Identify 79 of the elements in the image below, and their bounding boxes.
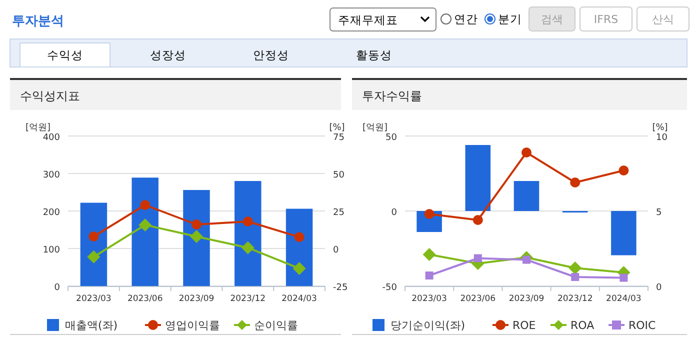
point bbox=[522, 148, 532, 158]
y-tick-label: 50 bbox=[386, 133, 398, 143]
bar bbox=[514, 181, 540, 211]
y2-tick-label: 75 bbox=[333, 133, 344, 143]
bar bbox=[234, 181, 262, 286]
x-tick-label: 2023/06 bbox=[460, 294, 496, 304]
point bbox=[190, 230, 203, 243]
point bbox=[425, 272, 434, 280]
x-tick-label: 2023/03 bbox=[412, 294, 447, 304]
x-tick-label: 2023/09 bbox=[178, 294, 214, 304]
point bbox=[472, 215, 483, 225]
point bbox=[568, 262, 582, 274]
point bbox=[424, 209, 434, 219]
bar bbox=[80, 202, 108, 286]
bar bbox=[465, 145, 491, 211]
y-axis-title: [억원] bbox=[362, 123, 388, 133]
point bbox=[241, 241, 254, 254]
text: 성장성 bbox=[150, 48, 186, 62]
point bbox=[138, 218, 152, 232]
point bbox=[620, 274, 628, 282]
text: 활동성 bbox=[356, 48, 392, 62]
y2-tick-label: 0 bbox=[656, 283, 662, 293]
point bbox=[474, 254, 482, 262]
legend-label: 매출액(좌) bbox=[65, 319, 118, 332]
text: 투자분석 bbox=[12, 14, 64, 29]
legend-label: 당기순이익(좌) bbox=[390, 319, 466, 332]
text: IFRS bbox=[594, 13, 618, 26]
y2-axis-title: [%] bbox=[652, 123, 668, 133]
x-tick-label: 2023/12 bbox=[557, 294, 593, 304]
point bbox=[242, 216, 253, 226]
y-tick-label: 100 bbox=[42, 246, 60, 256]
bar bbox=[611, 211, 636, 256]
x-tick-label: 2024/03 bbox=[606, 294, 642, 304]
point bbox=[140, 200, 150, 210]
text: 검색 bbox=[541, 13, 563, 26]
legend-label: ROA bbox=[570, 319, 595, 332]
chart-title: 수익성지표 bbox=[20, 89, 80, 103]
point bbox=[422, 248, 436, 261]
bar bbox=[286, 208, 313, 286]
point bbox=[294, 232, 304, 242]
y2-tick-label: 25 bbox=[333, 208, 344, 218]
y-tick-label: 400 bbox=[42, 133, 60, 143]
text: 분기 bbox=[498, 12, 522, 26]
text: 수익성 bbox=[47, 48, 83, 62]
y2-tick-label: -25 bbox=[333, 283, 348, 293]
text: 주재무제표 bbox=[338, 13, 398, 27]
x-tick-label: 2023/06 bbox=[127, 294, 163, 304]
point bbox=[571, 273, 580, 281]
legend-label: 영업이익률 bbox=[165, 319, 220, 332]
bar bbox=[183, 190, 210, 286]
text: 안정성 bbox=[253, 48, 289, 62]
y-axis-title: [억원] bbox=[25, 123, 51, 133]
y2-tick-label: 5 bbox=[656, 208, 662, 218]
x-tick-label: 2024/03 bbox=[282, 294, 317, 304]
y-tick-label: 0 bbox=[391, 208, 398, 218]
y2-tick-label: 10 bbox=[656, 133, 668, 143]
x-tick-label: 2023/12 bbox=[230, 294, 266, 304]
x-tick-label: 2023/03 bbox=[76, 294, 112, 304]
y-tick-label: 200 bbox=[42, 208, 60, 218]
point bbox=[570, 178, 580, 188]
chart-title: 투자수익률 bbox=[362, 89, 422, 103]
bar bbox=[132, 178, 158, 286]
y-tick-label: 0 bbox=[54, 283, 60, 293]
legend-label: ROE bbox=[512, 319, 536, 332]
point bbox=[88, 232, 99, 242]
y2-axis-title: [%] bbox=[329, 123, 345, 133]
point bbox=[292, 262, 306, 275]
point bbox=[87, 250, 100, 264]
point bbox=[192, 220, 202, 230]
legend-label: 순이익률 bbox=[254, 319, 298, 332]
y2-tick-label: 0 bbox=[333, 246, 339, 256]
y-tick-label: -50 bbox=[382, 283, 398, 293]
x-tick-label: 2023/09 bbox=[508, 294, 544, 304]
legend-label: ROIC bbox=[628, 319, 656, 332]
y-tick-label: 300 bbox=[42, 170, 60, 180]
point bbox=[618, 166, 629, 176]
y2-tick-label: 50 bbox=[333, 170, 345, 180]
text: 연간 bbox=[454, 12, 478, 26]
text: 산식 bbox=[652, 13, 674, 26]
